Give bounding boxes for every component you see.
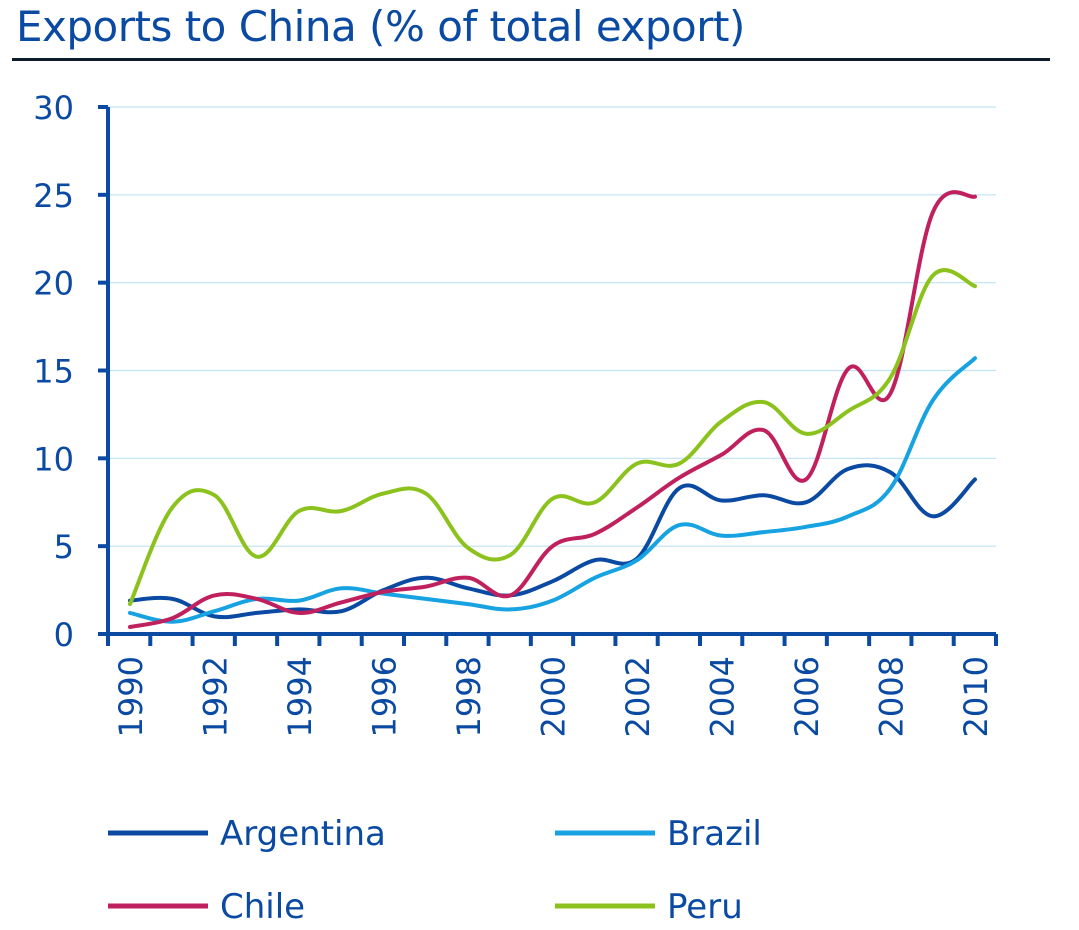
y-tick-label: 15 (33, 353, 74, 391)
x-tick-label: 2002 (619, 656, 657, 737)
y-tick-label: 30 (33, 89, 74, 127)
chart-title: Exports to China (% of total export) (16, 2, 745, 51)
series-line-chile (128, 190, 977, 629)
x-tick-label: 1990 (112, 656, 150, 737)
y-tick-label: 0 (54, 616, 74, 654)
x-tick-label: 1996 (366, 656, 404, 737)
legend-label-argentina: Argentina (220, 814, 386, 854)
x-tick-label: 1994 (281, 656, 319, 737)
series-line-brazil (128, 356, 977, 624)
legend-label-brazil: Brazil (667, 814, 762, 854)
x-tick-label: 2006 (788, 656, 826, 737)
grid-lines (108, 106, 996, 547)
series-lines (128, 190, 977, 629)
y-tick-label: 5 (54, 528, 74, 566)
y-tick-label: 10 (33, 440, 74, 478)
y-tick-label: 25 (33, 177, 74, 215)
series-line-argentina (128, 463, 977, 620)
title-divider (12, 58, 1050, 61)
x-tick-label: 2004 (704, 656, 742, 737)
legend: Argentina Brazil Chile Peru (108, 814, 762, 927)
x-tick-label: 1998 (450, 656, 488, 737)
y-tick-label: 20 (33, 265, 74, 303)
x-axis-ticks: 1990 1992 1994 1996 1998 2000 2002 2004 2006 2008… (106, 634, 998, 737)
legend-label-chile: Chile (220, 887, 305, 927)
x-tick-label: 2008 (873, 656, 911, 737)
x-tick-label: 1992 (197, 656, 235, 737)
series-line-peru (128, 268, 977, 607)
legend-label-peru: Peru (667, 887, 743, 927)
x-tick-label: 2010 (957, 656, 995, 737)
x-tick-label: 2000 (535, 656, 573, 737)
y-axis-ticks: 0 5 10 15 20 25 30 (33, 89, 108, 654)
